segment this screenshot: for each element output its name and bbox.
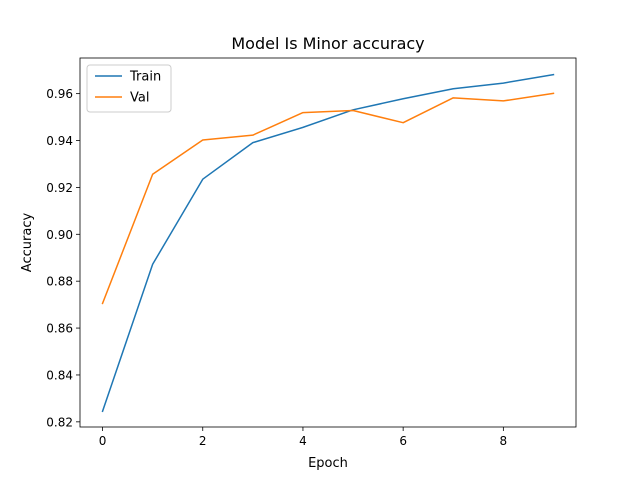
y-ticks: 0.82 0.84 0.86 0.88 0.90 0.92 0.94 0.96 bbox=[46, 87, 80, 429]
x-tick-label: 2 bbox=[199, 434, 207, 448]
y-tick-label: 0.86 bbox=[46, 322, 73, 336]
legend-label-val: Val bbox=[130, 91, 149, 106]
x-tick-label: 0 bbox=[99, 434, 107, 448]
series-line-val bbox=[101, 92, 555, 305]
plot-frame bbox=[79, 57, 577, 428]
y-tick-label: 0.84 bbox=[46, 368, 73, 382]
y-tick-label: 0.96 bbox=[46, 87, 73, 101]
y-axis-label: Accuracy bbox=[20, 213, 35, 273]
y-tick-label: 0.82 bbox=[46, 415, 73, 429]
series-line-train bbox=[101, 73, 555, 413]
y-tick-label: 0.88 bbox=[46, 275, 73, 289]
x-ticks: 0 2 4 6 8 bbox=[99, 427, 507, 448]
legend: Train Val bbox=[86, 64, 172, 113]
y-tick-label: 0.90 bbox=[46, 228, 73, 242]
legend-label-train: Train bbox=[129, 70, 161, 85]
x-tick-label: 4 bbox=[299, 434, 307, 448]
y-tick-label: 0.94 bbox=[46, 134, 73, 148]
x-tick-label: 6 bbox=[399, 434, 407, 448]
series-layer bbox=[101, 73, 555, 413]
chart-title: Model Is Minor accuracy bbox=[231, 34, 424, 53]
x-tick-label: 8 bbox=[500, 434, 508, 448]
y-tick-label: 0.92 bbox=[46, 181, 73, 195]
x-axis-label: Epoch bbox=[308, 456, 348, 471]
